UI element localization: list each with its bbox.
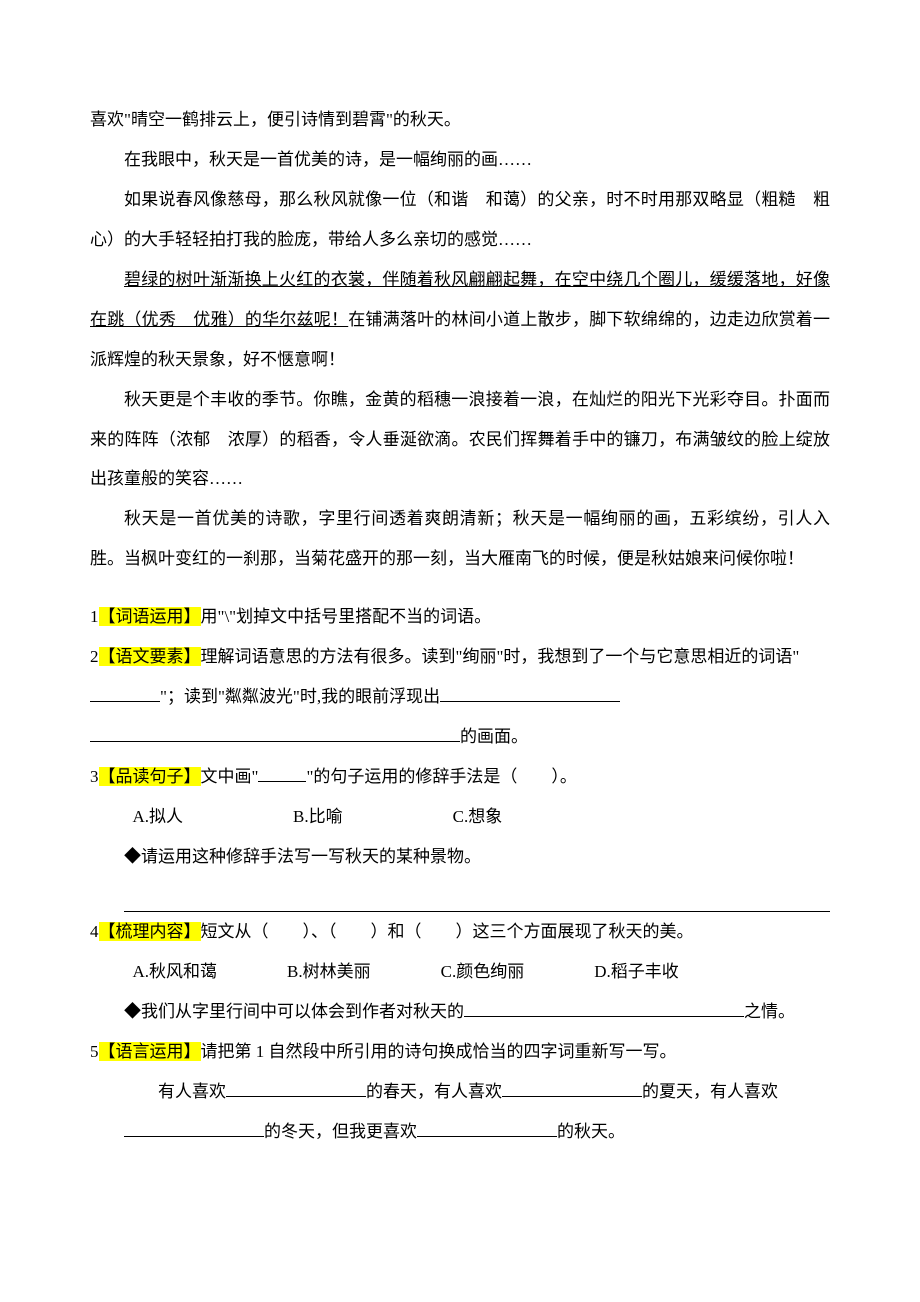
q3-num: 3	[90, 767, 99, 786]
q5-tag: 【语言运用】	[99, 1042, 201, 1061]
q4-opt-c[interactable]: C.颜色绚丽	[441, 952, 525, 992]
q4-tag: 【梳理内容】	[99, 922, 201, 941]
q4-num: 4	[90, 922, 99, 941]
q2-text-c: 的画面。	[460, 727, 528, 746]
question-1: 1【词语运用】用"\"划掉文中括号里搭配不当的词语。	[90, 597, 830, 637]
q4-sub: ◆我们从字里行间中可以体会到作者对秋天的 之情。	[90, 992, 830, 1032]
question-5: 5【语言运用】请把第 1 自然段中所引用的诗句换成恰当的四字词重新写一写。	[90, 1032, 830, 1072]
question-4: 4【梳理内容】短文从（ ）、（ ）和（ ）这三个方面展现了秋天的美。	[90, 912, 830, 952]
q2-blank-2b[interactable]	[90, 724, 460, 742]
q3-opt-a[interactable]: A.拟人	[133, 797, 184, 837]
passage-p5: 秋天是一首优美的诗歌，字里行间透着爽朗清新；秋天是一幅绚丽的画，五彩缤纷，引人入…	[90, 499, 830, 579]
q3-answer-line[interactable]	[124, 877, 830, 912]
q3-sub: ◆请运用这种修辞手法写一写秋天的某种景物。	[90, 837, 830, 877]
q4-text: 短文从（ ）、（ ）和（ ）这三个方面展现了秋天的美。	[201, 922, 694, 941]
passage-p0: 喜欢"晴空一鹤排云上，便引诗情到碧霄"的秋天。	[90, 100, 830, 140]
q5-num: 5	[90, 1042, 99, 1061]
q3-text-b: "的句子运用的修辞手法是（ ）。	[306, 767, 576, 786]
q4-opt-a[interactable]: A.秋风和蔼	[133, 952, 218, 992]
q3-opt-b[interactable]: B.比喻	[293, 797, 343, 837]
q5-line2: 的冬天，但我更喜欢 的秋天。	[90, 1112, 830, 1152]
q2-tag: 【语文要素】	[99, 647, 201, 666]
q2-text-a: 理解词语意思的方法有很多。读到"绚丽"时，我想到了一个与它意思相近的词语"	[201, 647, 800, 666]
q1-num: 1	[90, 607, 99, 626]
q5-line1: 有人喜欢 的春天，有人喜欢 的夏天，有人喜欢	[90, 1072, 830, 1112]
q5-blank-1[interactable]	[226, 1079, 366, 1097]
q5-blank-2[interactable]	[502, 1079, 642, 1097]
q3-blank-line[interactable]	[258, 764, 306, 782]
q1-text: 用"\"划掉文中括号里搭配不当的词语。	[201, 607, 492, 626]
q3-text-a: 文中画"	[201, 767, 259, 786]
q2-blank-1[interactable]	[90, 684, 160, 702]
q5-l1c: 的夏天，有人喜欢	[642, 1082, 778, 1101]
question-3: 3【品读句子】文中画" "的句子运用的修辞手法是（ ）。	[90, 757, 830, 797]
passage-p3: 碧绿的树叶渐渐换上火红的衣裳，伴随着秋风翩翩起舞，在空中绕几个圈儿，缓缓落地，好…	[90, 260, 830, 380]
q4-options: A.秋风和蔼 B.树林美丽 C.颜色绚丽 D.稻子丰收	[90, 952, 830, 992]
q3-tag: 【品读句子】	[99, 767, 201, 786]
q3-options: A.拟人 B.比喻 C.想象	[90, 797, 830, 837]
passage-p2: 如果说春风像慈母，那么秋风就像一位（和谐 和蔼）的父亲，时不时用那双略显（粗糙 …	[90, 180, 830, 260]
q4-blank[interactable]	[464, 999, 744, 1017]
q5-blank-3[interactable]	[124, 1119, 264, 1137]
passage-p1: 在我眼中，秋天是一首优美的诗，是一幅绚丽的画……	[90, 140, 830, 180]
question-2: 2【语文要素】理解词语意思的方法有很多。读到"绚丽"时，我想到了一个与它意思相近…	[90, 637, 830, 717]
q5-text: 请把第 1 自然段中所引用的诗句换成恰当的四字词重新写一写。	[201, 1042, 677, 1061]
q4-opt-b[interactable]: B.树林美丽	[287, 952, 371, 992]
q1-tag: 【词语运用】	[99, 607, 201, 626]
question-2-cont: 的画面。	[90, 717, 830, 757]
spacer	[90, 579, 830, 597]
q3-opt-c[interactable]: C.想象	[453, 797, 503, 837]
q2-blank-2a[interactable]	[440, 684, 620, 702]
q5-l2b: 的秋天。	[557, 1122, 625, 1141]
q4-opt-d[interactable]: D.稻子丰收	[594, 952, 679, 992]
q2-text-b: "；读到"粼粼波光"时,我的眼前浮现出	[160, 687, 440, 706]
q5-l2a: 的冬天，但我更喜欢	[264, 1122, 417, 1141]
q5-l1b: 的春天，有人喜欢	[366, 1082, 502, 1101]
q2-num: 2	[90, 647, 99, 666]
q5-blank-4[interactable]	[417, 1119, 557, 1137]
q5-l1a: 有人喜欢	[158, 1082, 226, 1101]
q4-sub-a: ◆我们从字里行间中可以体会到作者对秋天的	[124, 1002, 464, 1021]
q4-sub-b: 之情。	[744, 1002, 795, 1021]
exam-page: 喜欢"晴空一鹤排云上，便引诗情到碧霄"的秋天。 在我眼中，秋天是一首优美的诗，是…	[0, 0, 920, 1211]
passage-p4: 秋天更是个丰收的季节。你瞧，金黄的稻穗一浪接着一浪，在灿烂的阳光下光彩夺目。扑面…	[90, 380, 830, 500]
